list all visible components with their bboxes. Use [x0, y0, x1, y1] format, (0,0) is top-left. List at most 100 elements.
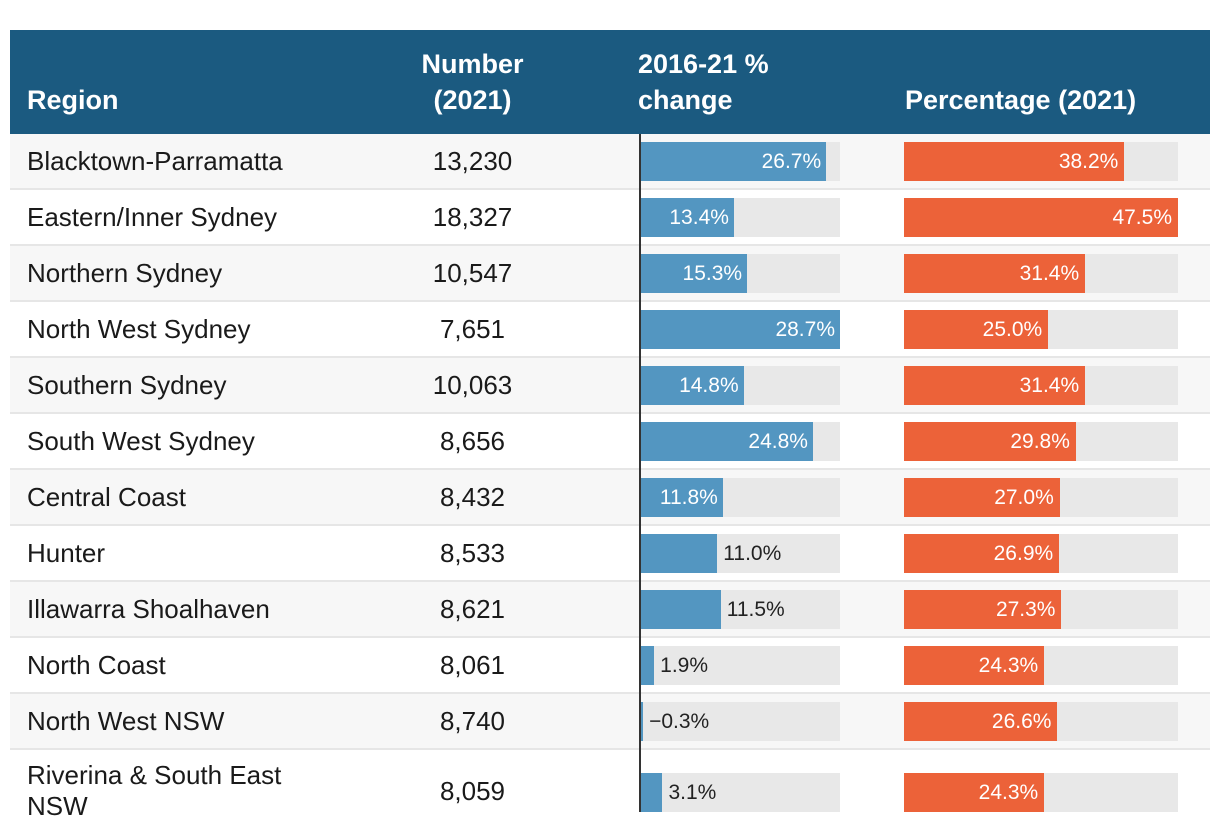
percentage-bar-track: 27.3% [904, 590, 1178, 629]
percentage-label: 25.0% [982, 318, 1043, 341]
region-cell: Southern Sydney [27, 369, 227, 400]
table-row: Blacktown-Parramatta 13,230 26.7% 38.2% [10, 134, 1210, 190]
table-header: Region Number (2021) 2016-21 % change Pe… [10, 30, 1210, 134]
change-bar-track: 26.7% [641, 142, 840, 181]
change-bar-track: 11.0% [641, 534, 840, 573]
table-row: North West Sydney 7,651 28.7% 25.0% [10, 302, 1210, 358]
change-bar [641, 773, 663, 812]
percentage-bar-track: 26.9% [904, 534, 1178, 573]
table-row: Eastern/Inner Sydney 18,327 13.4% 47.5% [10, 190, 1210, 246]
percentage-bar [904, 422, 1076, 461]
percentage-bar-track: 38.2% [904, 142, 1178, 181]
number-cell: 13,230 [432, 145, 513, 176]
percentage-bar-track: 47.5% [904, 198, 1178, 237]
change-bar [641, 310, 840, 349]
table-row: Northern Sydney 10,547 15.3% 31.4% [10, 246, 1210, 302]
change-label: 13.4% [669, 206, 729, 229]
change-bar [641, 534, 718, 573]
number-cell: 8,432 [439, 481, 506, 512]
change-bar [641, 366, 744, 405]
percentage-label: 26.9% [993, 542, 1054, 565]
percentage-bar [904, 198, 1178, 237]
change-bar-track: 28.7% [641, 310, 840, 349]
change-bar-track: 11.8% [641, 478, 840, 517]
table-row: South West Sydney 8,656 24.8% 29.8% [10, 414, 1210, 470]
header-number-line1: Number [421, 49, 524, 79]
percentage-bar [904, 366, 1086, 405]
change-label: 28.7% [775, 318, 835, 341]
change-bar-track: 3.1% [641, 773, 840, 812]
header-change: 2016-21 % change [638, 46, 838, 118]
region-cell: Blacktown-Parramatta [27, 145, 283, 176]
change-bar [641, 590, 721, 629]
percentage-bar-track: 29.8% [904, 422, 1178, 461]
percentage-bar [904, 534, 1060, 573]
change-label: 14.8% [679, 374, 739, 397]
percentage-bar [904, 702, 1058, 741]
region-cell: Illawarra Shoalhaven [27, 593, 270, 624]
number-cell: 8,656 [439, 425, 506, 456]
percentage-label: 24.3% [978, 654, 1039, 677]
table-row: Riverina & South East NSW 8,059 3.1% 24.3% [10, 750, 1210, 832]
percentage-label: 24.3% [978, 781, 1039, 804]
percentage-bar-track: 24.3% [904, 773, 1178, 812]
percentage-bar-track: 27.0% [904, 478, 1178, 517]
region-cell: Central Coast [27, 481, 186, 512]
region-cell: South West Sydney [27, 425, 255, 456]
table-row: North Coast 8,061 1.9% 24.3% [10, 638, 1210, 694]
number-cell: 8,061 [439, 649, 506, 680]
number-cell: 8,059 [439, 775, 506, 806]
change-bar [641, 478, 723, 517]
percentage-label: 26.6% [991, 710, 1052, 733]
percentage-bar [904, 142, 1125, 181]
percentage-bar-track: 31.4% [904, 254, 1178, 293]
header-change-line1: 2016-21 % [638, 49, 769, 79]
change-bar-track: 13.4% [641, 198, 840, 237]
change-bar [641, 702, 644, 741]
change-label: 11.8% [659, 486, 718, 509]
header-region: Region [27, 85, 119, 115]
percentage-bar-track: 31.4% [904, 366, 1178, 405]
table-row: North West NSW 8,740 −0.3% 26.6% [10, 694, 1210, 750]
region-cell: Riverina & South East NSW [27, 760, 282, 821]
change-label: 24.8% [748, 430, 808, 453]
change-label: 11.0% [723, 542, 782, 565]
table-row: Southern Sydney 10,063 14.8% 31.4% [10, 358, 1210, 414]
percentage-bar-track: 25.0% [904, 310, 1178, 349]
change-bar [641, 422, 813, 461]
percentage-bar [904, 590, 1062, 629]
change-bar-track: 1.9% [641, 646, 840, 685]
percentage-bar [904, 773, 1045, 812]
data-table: Region Number (2021) 2016-21 % change Pe… [10, 30, 1210, 832]
change-label: 1.9% [660, 654, 709, 677]
change-label: −0.3% [649, 710, 710, 733]
table-row: Central Coast 8,432 11.8% 27.0% [10, 470, 1210, 526]
change-bar [641, 198, 734, 237]
change-label: 15.3% [682, 262, 743, 285]
percentage-bar [904, 254, 1086, 293]
percentage-label: 27.3% [995, 598, 1056, 621]
change-label: 11.5% [726, 598, 785, 621]
change-bar-track: 14.8% [641, 366, 840, 405]
number-cell: 8,740 [439, 705, 506, 736]
region-cell: Hunter [27, 537, 106, 568]
region-cell: North Coast [27, 649, 166, 680]
region-cell: Eastern/Inner Sydney [27, 201, 278, 232]
number-cell: 18,327 [432, 201, 513, 232]
change-bar-track: 11.5% [641, 590, 840, 629]
change-bar [641, 142, 827, 181]
change-zero-axis [639, 134, 641, 812]
change-label: 26.7% [761, 150, 822, 173]
number-cell: 10,547 [432, 257, 513, 288]
percentage-label: 31.4% [1019, 262, 1080, 285]
percentage-label: 27.0% [994, 486, 1054, 509]
region-cell: Northern Sydney [27, 257, 223, 288]
percentage-label: 29.8% [1010, 430, 1070, 453]
change-bar [641, 646, 655, 685]
table-row: Hunter 8,533 11.0% 26.9% [10, 526, 1210, 582]
change-bar-track: 15.3% [641, 254, 840, 293]
number-cell: 7,651 [439, 313, 506, 344]
percentage-bar [904, 310, 1049, 349]
number-cell: 10,063 [432, 369, 513, 400]
header-number: Number (2021) [414, 46, 531, 118]
